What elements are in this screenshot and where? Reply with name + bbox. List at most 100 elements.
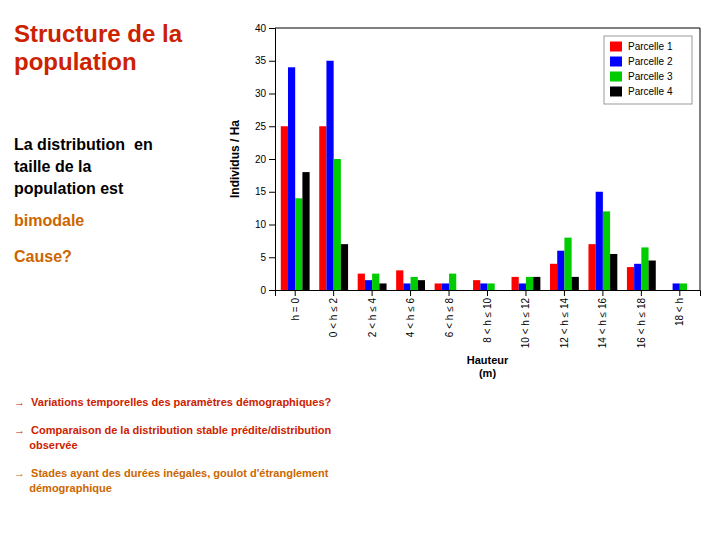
bar xyxy=(526,277,533,290)
bar xyxy=(687,290,694,291)
text-line: → Comparaison de la distribution stable … xyxy=(14,424,331,436)
x-tick: 2 < h ≤ 4 xyxy=(367,290,378,337)
legend-item: Parcelle 3 xyxy=(610,71,673,82)
y-tick: 25 xyxy=(255,121,275,132)
y-tick: 10 xyxy=(255,219,275,230)
bar xyxy=(358,274,365,290)
bar xyxy=(396,270,403,290)
x-tick-label: 14 < h ≤ 16 xyxy=(597,298,608,349)
x-tick: 0 < h ≤ 2 xyxy=(328,290,339,337)
bar xyxy=(564,238,571,290)
bar xyxy=(603,211,610,290)
x-tick-mark xyxy=(295,290,296,296)
legend-swatch xyxy=(610,72,622,82)
y-axis-title: Individus / Ha xyxy=(228,120,242,198)
bar xyxy=(480,283,487,290)
bar xyxy=(673,283,680,290)
x-tick-label: 2 < h ≤ 4 xyxy=(367,298,378,338)
bar xyxy=(519,283,526,290)
text-line: population xyxy=(14,48,137,75)
y-tick-mark xyxy=(269,61,275,62)
y-tick: 30 xyxy=(255,88,275,99)
y-tick-label: 20 xyxy=(255,154,267,165)
bar xyxy=(588,244,595,290)
bar-series xyxy=(288,61,680,290)
bar xyxy=(442,283,449,290)
y-tick-label: 0 xyxy=(260,285,266,296)
legend-item: Parcelle 2 xyxy=(610,56,673,67)
x-tick-label: 0 < h ≤ 2 xyxy=(328,298,339,338)
bar xyxy=(610,254,617,290)
bar xyxy=(411,277,418,290)
y-tick-label: 10 xyxy=(255,219,267,230)
x-tick-mark xyxy=(410,290,411,296)
bar xyxy=(379,283,386,290)
x-tick-mark xyxy=(679,290,680,296)
bar-series xyxy=(281,126,634,290)
bar-series xyxy=(302,172,655,290)
bar xyxy=(295,198,302,290)
bar xyxy=(641,247,648,290)
legend: Parcelle 1 Parcelle 2 Parcelle 3 Parcelle 4 xyxy=(604,36,692,104)
plot-frame xyxy=(700,28,701,290)
bar-series xyxy=(295,159,687,290)
x-tick: 8 < h ≤ 10 xyxy=(482,290,493,343)
bar xyxy=(649,261,656,290)
bar xyxy=(403,283,410,290)
x-tick-label: 18 < h xyxy=(674,298,685,326)
title: Structure de lapopulation xyxy=(14,20,183,75)
y-tick-mark xyxy=(269,225,275,226)
bar xyxy=(449,274,456,290)
text-line: Cause? xyxy=(14,248,72,265)
bar xyxy=(418,280,425,290)
bar xyxy=(680,283,687,290)
y-tick-mark xyxy=(269,192,275,193)
y-tick: 5 xyxy=(260,252,275,263)
legend-swatch xyxy=(610,42,622,52)
bar xyxy=(341,244,348,290)
x-tick-label: 16 < h ≤ 18 xyxy=(636,298,647,349)
legend-label: Parcelle 1 xyxy=(628,41,673,52)
bar xyxy=(627,267,634,290)
legend-swatch xyxy=(610,87,622,97)
annotation: → Comparaison de la distribution stable … xyxy=(14,424,331,451)
legend-label: Parcelle 4 xyxy=(628,86,673,97)
y-tick-label: 15 xyxy=(255,186,267,197)
y-tick: 0 xyxy=(260,285,275,296)
x-tick-mark xyxy=(564,290,565,296)
bar xyxy=(665,290,672,291)
bar xyxy=(372,274,379,290)
bar xyxy=(572,277,579,290)
x-axis: h = 0 0 < h ≤ 2 2 < h ≤ 4 4 < h ≤ 6 6 < h ≤ … xyxy=(276,290,701,348)
x-tick-label: h = 0 xyxy=(290,298,301,321)
bar xyxy=(319,126,326,290)
y-tick-mark xyxy=(269,159,275,160)
y-tick: 35 xyxy=(255,55,275,66)
legend-label: Parcelle 2 xyxy=(628,56,673,67)
bar xyxy=(334,159,341,290)
legend-box xyxy=(604,36,692,104)
bar xyxy=(495,290,502,291)
bar xyxy=(456,290,463,291)
x-tick-label: 8 < h ≤ 10 xyxy=(482,298,493,343)
bar xyxy=(557,251,564,290)
y-axis: 0510152025303540 xyxy=(255,23,276,296)
bar xyxy=(435,283,442,290)
x-tick-label: 12 < h ≤ 14 xyxy=(559,298,570,349)
x-tick: 10 < h ≤ 12 xyxy=(520,290,531,348)
plot: 0510152025303540h = 00 < h ≤ 22 < h ≤ 44… xyxy=(228,23,701,349)
y-tick-mark xyxy=(269,257,275,258)
legend-item: Parcelle 1 xyxy=(610,41,673,52)
x-tick-mark xyxy=(525,290,526,296)
text-line: bimodale xyxy=(14,212,84,229)
y-tick-mark xyxy=(269,94,275,95)
x-tick-mark xyxy=(641,290,642,296)
x-tick-label: 4 < h ≤ 6 xyxy=(405,298,416,338)
text-line: démographique xyxy=(14,482,112,494)
x-axis-line xyxy=(276,291,701,297)
x-axis-title: Hauteur(m) xyxy=(467,354,509,379)
legend-label: Parcelle 3 xyxy=(628,71,673,82)
chart-svg: Structure de lapopulationLa distribution… xyxy=(0,0,720,540)
annotation: bimodale xyxy=(14,212,84,229)
x-tick-label: 6 < h ≤ 8 xyxy=(444,298,455,338)
